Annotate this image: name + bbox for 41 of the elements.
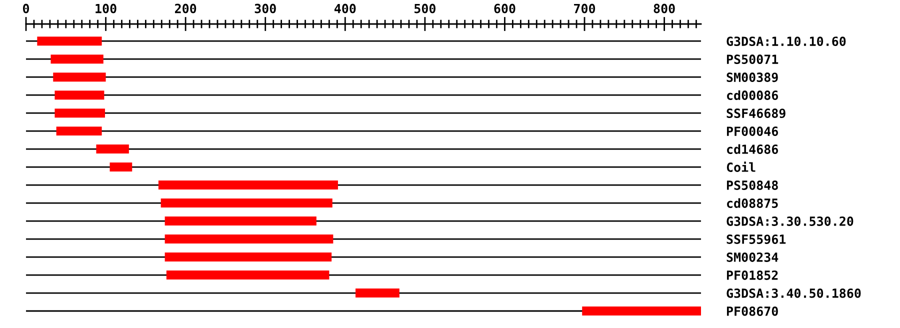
bar <box>96 144 129 154</box>
bar <box>53 72 106 82</box>
y-tick-label: PS50071 <box>726 54 778 64</box>
x-tick-label: 100 <box>96 4 116 14</box>
bar <box>356 288 400 298</box>
y-tick-label: G3DSA:3.40.50.1860 <box>726 288 861 298</box>
y-tick-label: SSF46689 <box>726 108 786 118</box>
bar <box>164 234 334 244</box>
x-tick-label: 400 <box>334 4 356 14</box>
y-tick-label: PF00046 <box>726 126 778 136</box>
y-tick-label: cd00086 <box>727 90 778 100</box>
y-tick-label: G3DSA:3.30.530.20 <box>726 216 854 226</box>
y-tick-label: PF01852 <box>726 270 778 280</box>
x-tick-label: 0 <box>22 4 30 14</box>
bar <box>164 252 332 262</box>
bar <box>166 270 330 280</box>
x-tick-label: 800 <box>654 4 675 14</box>
bar <box>158 180 338 190</box>
y-tick-label: Coil <box>726 162 756 172</box>
bar <box>54 90 104 100</box>
bar <box>37 36 102 46</box>
bar <box>110 162 132 172</box>
y-tick-label: cd08875 <box>727 198 778 208</box>
y-tick-label: SM00389 <box>726 72 778 82</box>
y-tick-label: PS50848 <box>726 180 778 190</box>
x-tick-label: 200 <box>174 4 196 14</box>
bar <box>582 306 701 316</box>
y-tick-label: SM00234 <box>726 252 778 262</box>
x-tick-label: 500 <box>414 4 436 14</box>
bar <box>56 126 102 136</box>
bar <box>50 54 104 64</box>
y-tick-label: SSF55961 <box>726 234 786 244</box>
y-tick-label: G3DSA:1.10.10.60 <box>726 36 846 46</box>
y-tick-label: PF08670 <box>726 306 778 316</box>
bar <box>160 198 332 208</box>
bar <box>164 216 316 226</box>
bar <box>54 108 105 118</box>
x-tick-label: 700 <box>574 4 596 14</box>
x-tick-label: 600 <box>494 4 516 14</box>
x-tick-label: 300 <box>254 4 276 14</box>
y-tick-label: cd14686 <box>727 144 778 154</box>
